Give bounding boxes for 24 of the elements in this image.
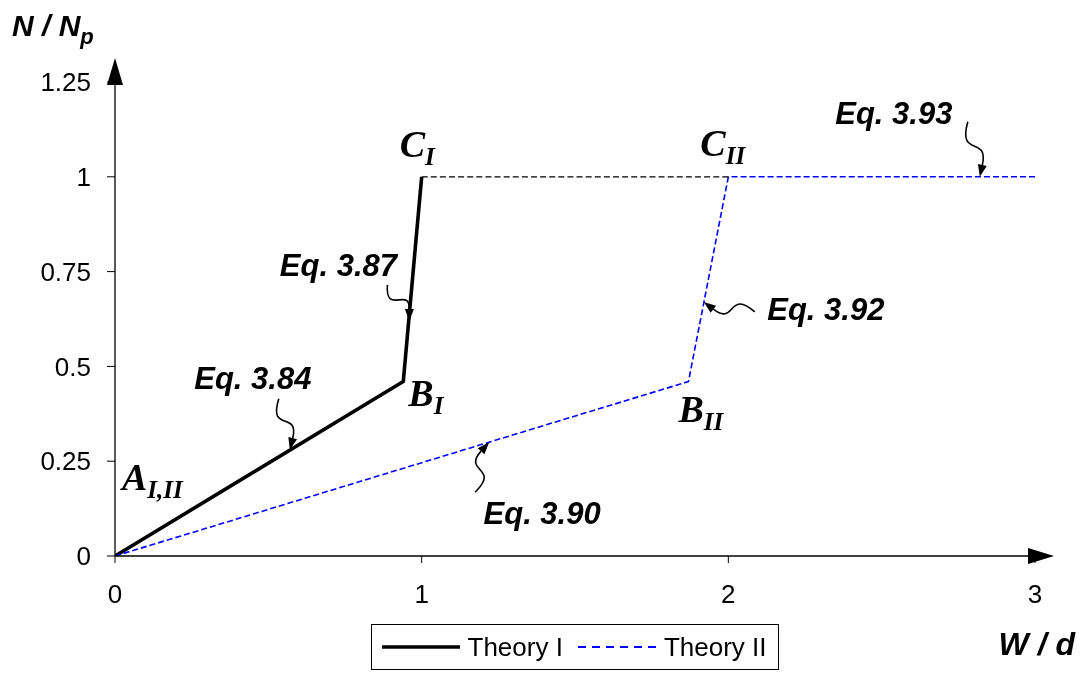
annotation: C$_{I}$ xyxy=(399,122,437,170)
y-tick-label: 0.25 xyxy=(40,446,91,477)
legend-label: Theory II xyxy=(663,632,767,662)
y-tick-label: 0.75 xyxy=(40,256,91,287)
x-tick-label: 0 xyxy=(107,579,123,610)
legend-label: Theory I xyxy=(467,632,563,662)
y-tick-label: 1 xyxy=(76,162,91,193)
annotation: Eq. 3.93 xyxy=(835,95,953,131)
x-tick-label: 3 xyxy=(1027,579,1043,610)
annotation: Eq. 3.90 xyxy=(483,496,601,532)
annotation: B$_{II}$ xyxy=(677,387,725,435)
annotation: Eq. 3.92 xyxy=(767,291,885,327)
annotation: C$_{II}$ xyxy=(700,121,747,169)
y-tick-label: 0.5 xyxy=(54,351,91,382)
annotation: A$_{I,II}$ xyxy=(120,456,185,503)
x-tick-label: 1 xyxy=(414,579,429,610)
y-tick-label: 1.25 xyxy=(40,67,91,98)
annotation: B$_{I}$ xyxy=(407,371,445,419)
y-axis-title: N / N$_{p}$ xyxy=(12,9,94,49)
x-tick-label: 2 xyxy=(721,579,736,610)
y-tick-label: 0 xyxy=(76,541,91,572)
annotation: Eq. 3.84 xyxy=(194,360,312,396)
x-axis-title: W / d xyxy=(998,626,1077,662)
annotation: Eq. 3.87 xyxy=(279,247,399,283)
